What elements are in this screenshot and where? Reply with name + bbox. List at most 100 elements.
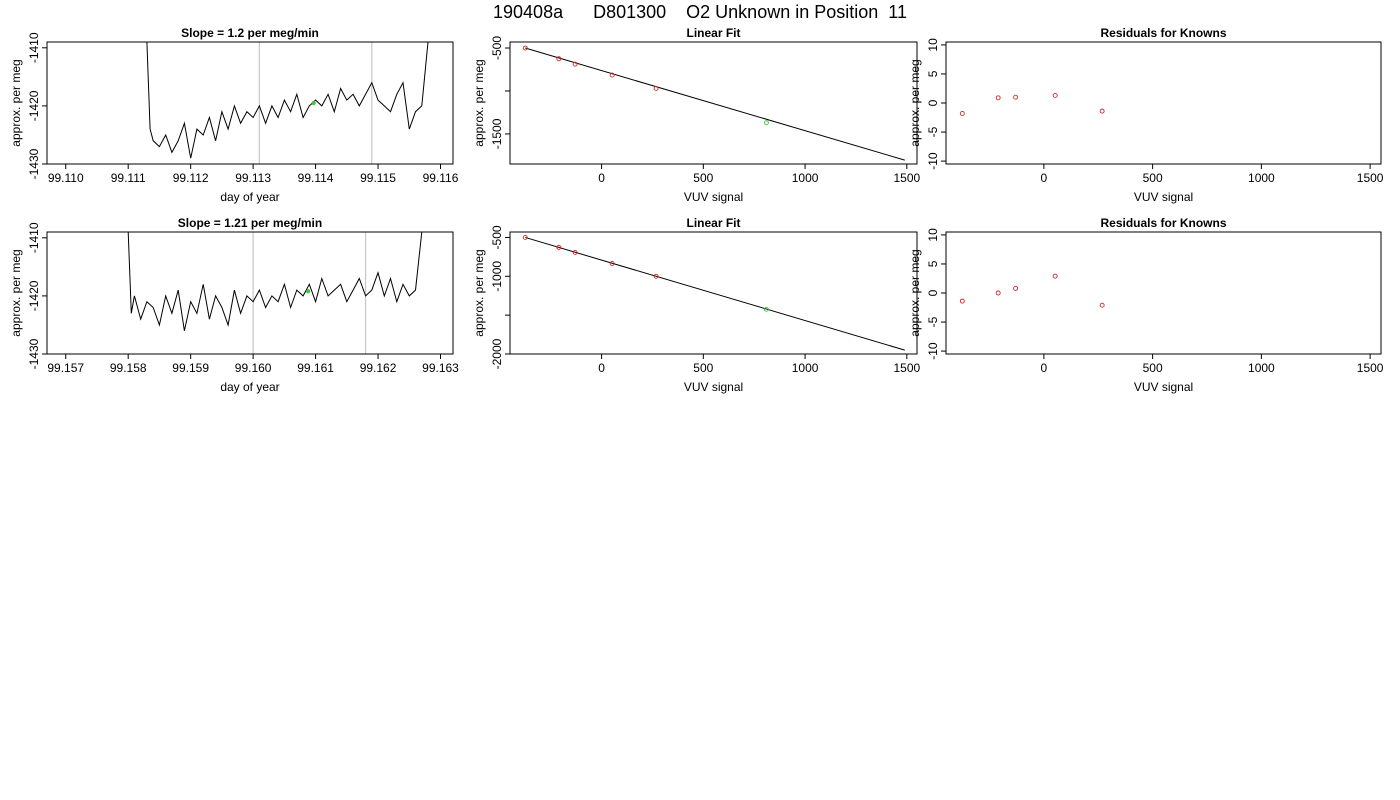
time-series-panel-2: Slope = 1.21 per meg/min 99.157 99.158 99.1… bbox=[9, 216, 459, 394]
x-tick-label: 99.115 bbox=[360, 171, 396, 185]
chart-title: Linear Fit bbox=[686, 26, 740, 40]
x-tick-label: 0 bbox=[1041, 361, 1048, 375]
known-point bbox=[572, 61, 578, 67]
x-axis-label: VUV signal bbox=[684, 380, 743, 394]
y-tick-label: -1430 bbox=[27, 148, 41, 179]
known-point bbox=[1013, 285, 1019, 291]
y-tick-label: -1420 bbox=[27, 90, 41, 121]
y-tick-label: -10 bbox=[926, 342, 940, 360]
y-axis-label: approx. per meg bbox=[908, 59, 922, 146]
y-tick-label: 10 bbox=[926, 38, 940, 52]
y-tick-label: -10 bbox=[926, 152, 940, 170]
y-tick-label: 5 bbox=[926, 260, 940, 267]
residuals-panel-2: Residuals for Knowns 0 500 1000 1500 VUV sign… bbox=[908, 216, 1384, 394]
y-tick-label: -1420 bbox=[27, 280, 41, 311]
known-point bbox=[995, 290, 1001, 296]
highlight-point bbox=[305, 289, 311, 294]
y-tick-label: -5 bbox=[926, 316, 940, 327]
x-tick-label: 0 bbox=[1041, 171, 1048, 185]
x-tick-label: 500 bbox=[1143, 361, 1163, 375]
x-tick-label: 1000 bbox=[792, 171, 819, 185]
x-tick-label: 99.116 bbox=[423, 171, 459, 185]
plot-border bbox=[945, 41, 1382, 165]
x-tick-label: 1500 bbox=[1357, 361, 1384, 375]
plot-area bbox=[522, 45, 905, 161]
highlight-point bbox=[311, 100, 316, 106]
plot-area bbox=[959, 92, 1105, 116]
x-tick-label: 99.161 bbox=[297, 361, 334, 375]
known-point bbox=[1052, 92, 1058, 98]
x-tick-label: 1000 bbox=[1248, 361, 1275, 375]
known-point bbox=[522, 45, 528, 51]
data-series-line bbox=[127, 232, 423, 331]
known-point bbox=[1099, 108, 1105, 114]
known-point bbox=[995, 95, 1001, 101]
x-tick-label: 99.113 bbox=[235, 171, 271, 185]
x-tick-label: 99.160 bbox=[235, 361, 272, 375]
x-tick-label: 1500 bbox=[893, 171, 920, 185]
y-tick-label: -500 bbox=[490, 225, 504, 249]
plot-border bbox=[46, 231, 454, 355]
x-tick-label: 1500 bbox=[893, 361, 920, 375]
plot-area bbox=[127, 232, 423, 331]
known-point bbox=[959, 111, 965, 116]
x-tick-label: 99.162 bbox=[360, 361, 397, 375]
x-tick-label: 500 bbox=[693, 171, 713, 185]
chart-title: Slope = 1.21 per meg/min bbox=[178, 216, 322, 230]
known-point bbox=[959, 298, 965, 304]
y-tick-label: 0 bbox=[926, 99, 940, 106]
known-point bbox=[1013, 94, 1019, 100]
y-tick-label: 5 bbox=[926, 70, 940, 77]
known-point bbox=[1099, 302, 1105, 308]
linear-fit-panel-1: Linear Fit 0 500 1000 1500 VUV signal -1500 -50… bbox=[472, 26, 920, 204]
x-tick-label: 99.110 bbox=[48, 171, 84, 185]
figure-title: 190408a D801300 O2 Unknown in Position 1… bbox=[493, 2, 907, 22]
y-axis-label: approx. per meg bbox=[472, 59, 486, 146]
chart-title: Linear Fit bbox=[686, 216, 740, 230]
y-tick-label: -500 bbox=[490, 36, 504, 60]
plot-border bbox=[509, 231, 918, 355]
known-point bbox=[1052, 273, 1058, 279]
chart-title: Residuals for Knowns bbox=[1100, 216, 1226, 230]
y-tick-label: 10 bbox=[926, 228, 940, 242]
x-tick-label: 1500 bbox=[1357, 171, 1384, 185]
unknown-point bbox=[763, 306, 769, 312]
unknown-point bbox=[763, 120, 769, 126]
time-series-panel-1: Slope = 1.2 per meg/min 99.110 99.111 99.11… bbox=[9, 26, 459, 204]
y-tick-label: -1500 bbox=[490, 118, 504, 149]
known-point bbox=[572, 249, 578, 255]
plot-border bbox=[509, 41, 918, 165]
known-point bbox=[609, 72, 615, 78]
plot-area bbox=[522, 234, 905, 351]
fit-line bbox=[525, 47, 905, 161]
x-tick-label: 99.114 bbox=[298, 171, 334, 185]
linear-fit-panel-2: Linear Fit 0 500 1000 1500 VUV signal -2000 -10… bbox=[472, 216, 920, 394]
data-series-line bbox=[146, 42, 429, 159]
plot-area bbox=[146, 42, 429, 159]
x-axis-label: day of year bbox=[220, 190, 279, 204]
plot-border bbox=[945, 231, 1382, 355]
y-axis-label: approx. per meg bbox=[908, 249, 922, 336]
y-tick-label: -1000 bbox=[490, 261, 504, 292]
x-tick-label: 99.112 bbox=[173, 171, 209, 185]
known-point bbox=[609, 261, 615, 266]
x-tick-label: 99.159 bbox=[172, 361, 209, 375]
chart-title: Slope = 1.2 per meg/min bbox=[181, 26, 319, 40]
x-axis-label: VUV signal bbox=[1134, 380, 1193, 394]
y-axis-label: approx. per meg bbox=[472, 249, 486, 336]
x-tick-label: 500 bbox=[1143, 171, 1163, 185]
y-tick-label: -1410 bbox=[27, 222, 41, 253]
plot-border bbox=[46, 41, 454, 165]
x-axis-label: day of year bbox=[220, 380, 279, 394]
x-tick-label: 0 bbox=[598, 361, 605, 375]
x-tick-label: 99.111 bbox=[111, 171, 146, 185]
x-tick-label: 1000 bbox=[792, 361, 819, 375]
x-axis-label: VUV signal bbox=[1134, 190, 1193, 204]
residuals-panel-1: Residuals for Knowns 0 500 1000 1500 VUV sign… bbox=[908, 26, 1384, 204]
y-tick-label: -5 bbox=[926, 126, 940, 137]
x-tick-label: 0 bbox=[598, 171, 605, 185]
known-point bbox=[522, 234, 528, 240]
x-tick-label: 99.163 bbox=[422, 361, 459, 375]
y-tick-label: 0 bbox=[926, 289, 940, 296]
y-tick-label: -1430 bbox=[27, 338, 41, 369]
